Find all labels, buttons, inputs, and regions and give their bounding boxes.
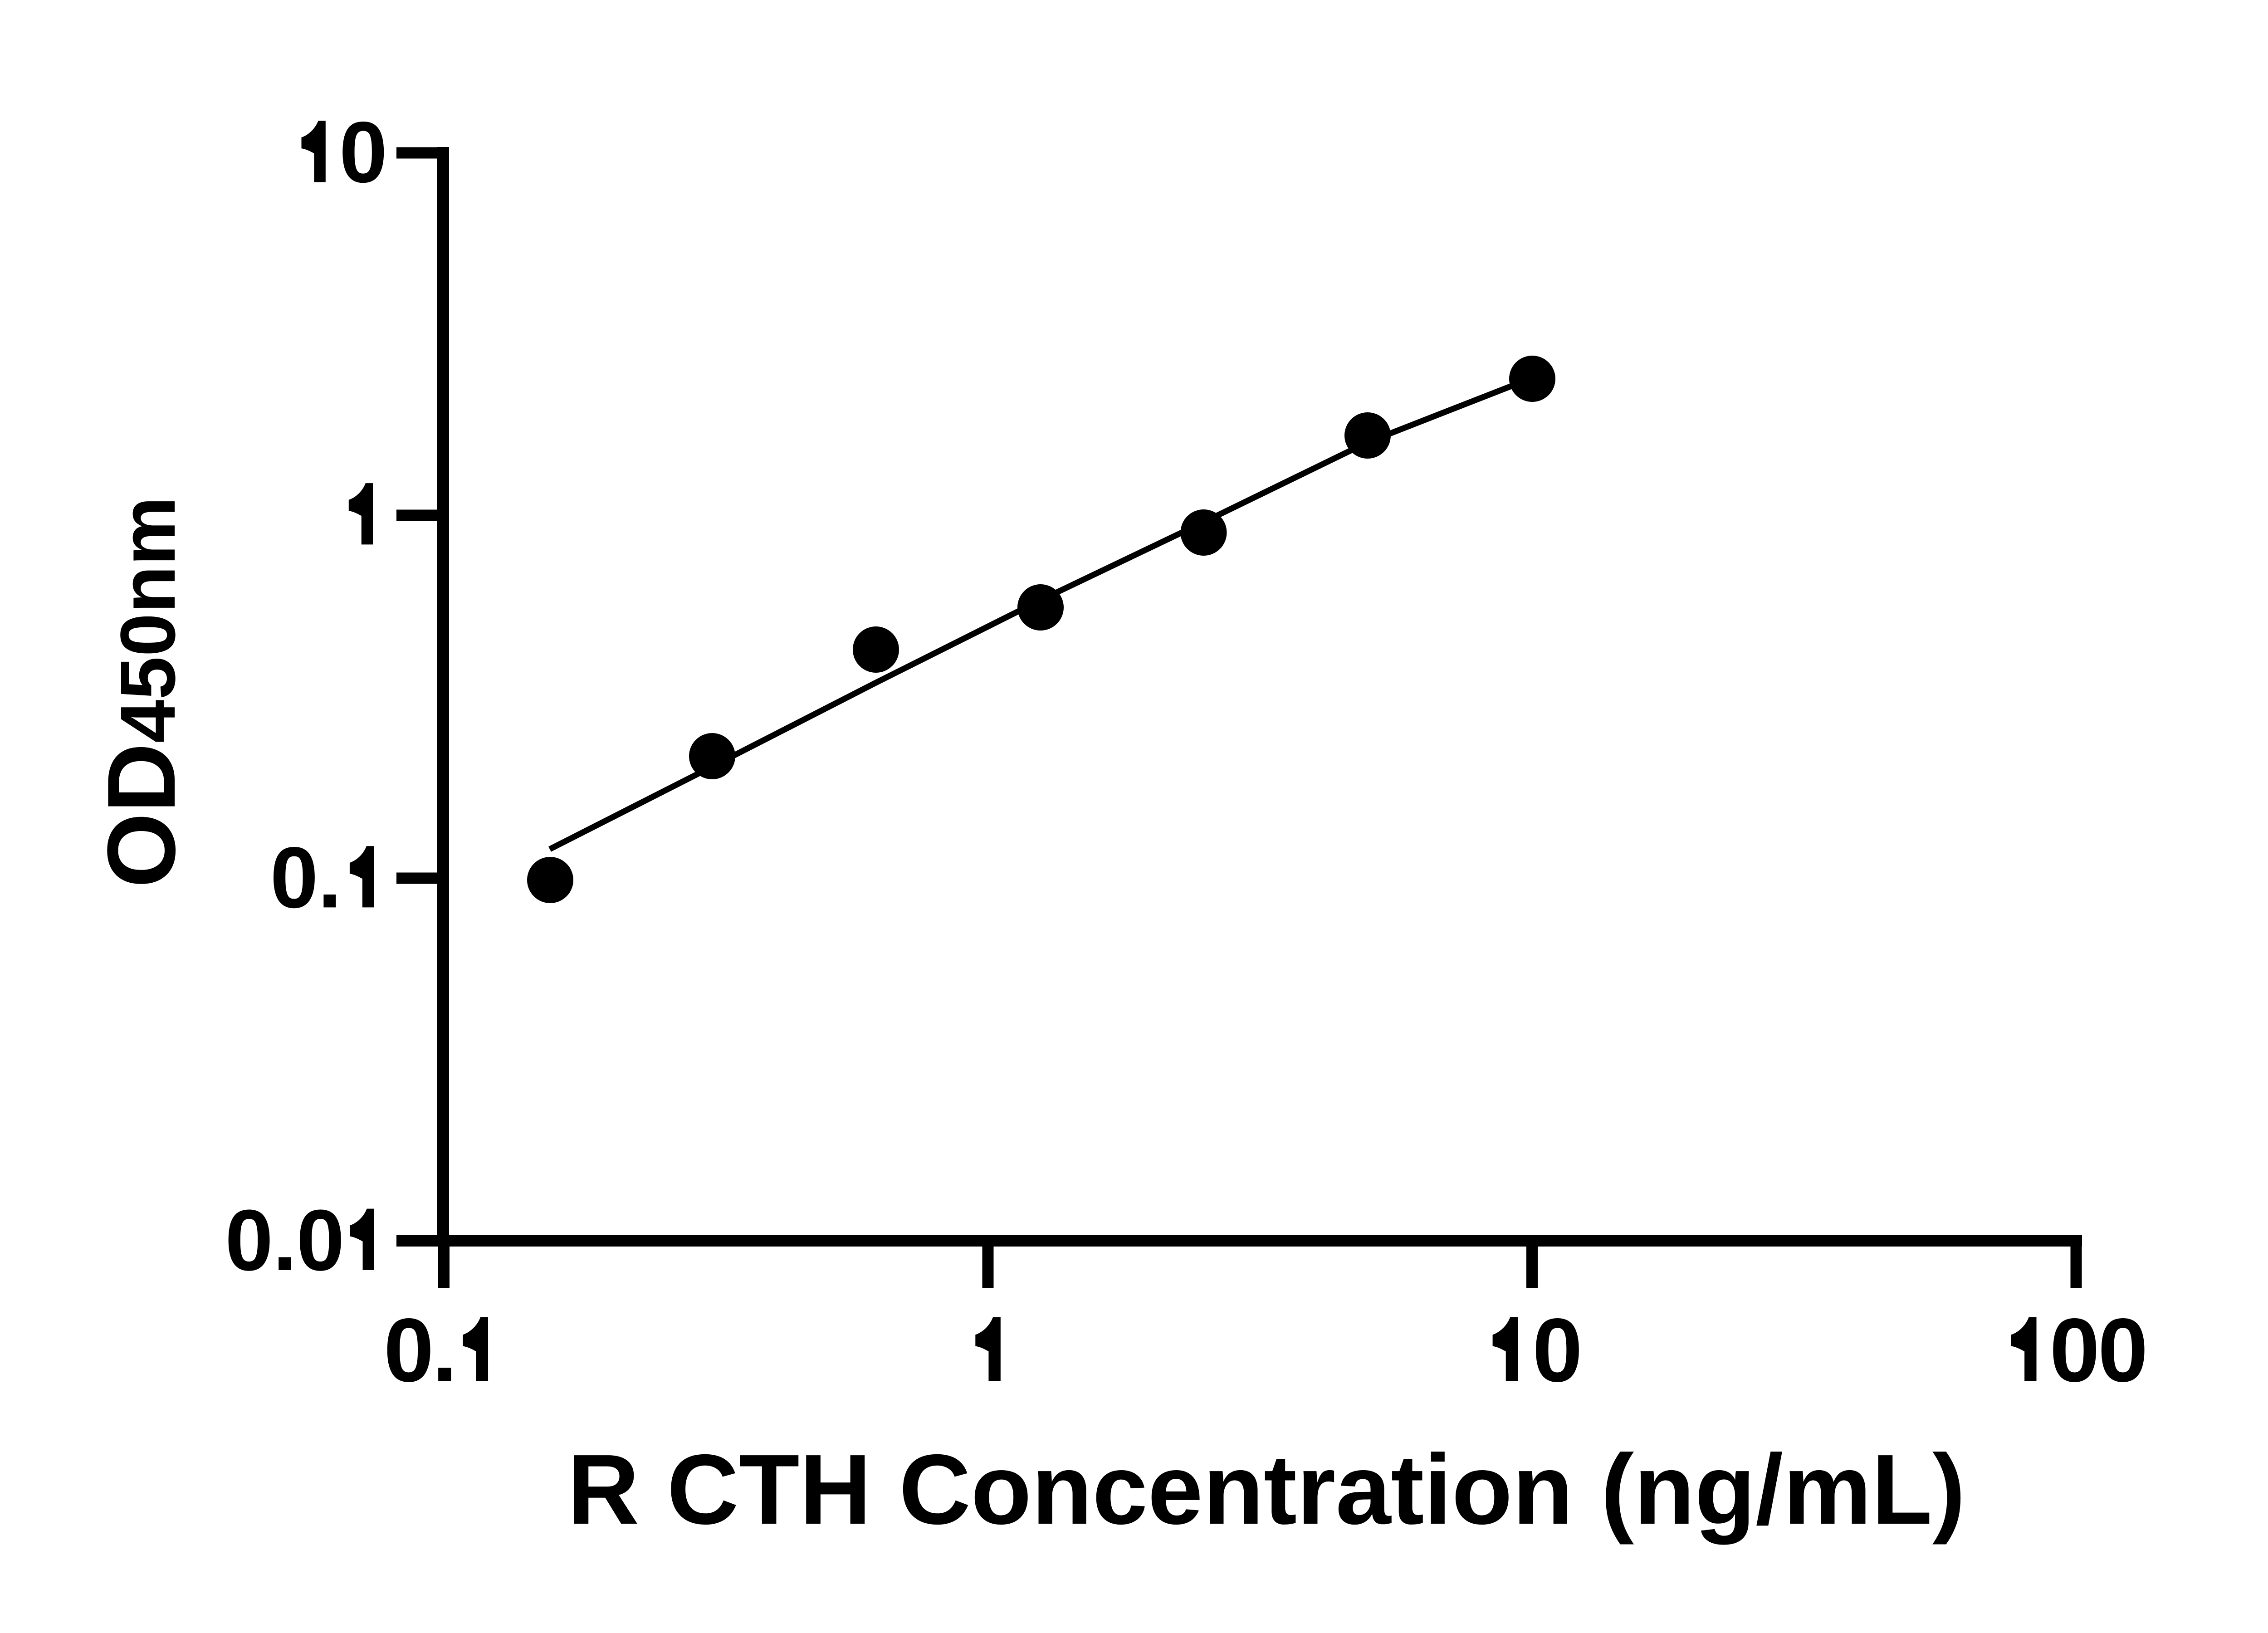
svg-text:0: 0 <box>2098 1300 2148 1401</box>
svg-text:0: 0 <box>2049 1300 2100 1401</box>
svg-text:.: . <box>318 829 342 926</box>
svg-text:0: 0 <box>270 829 318 926</box>
svg-text:.: . <box>432 1300 457 1401</box>
svg-text:0: 0 <box>296 1192 344 1289</box>
svg-text:0: 0 <box>225 1192 273 1289</box>
svg-text:R CTH Concentration (ng/mL): R CTH Concentration (ng/mL) <box>567 1434 1965 1545</box>
svg-text:.: . <box>273 1192 297 1289</box>
svg-text:0: 0 <box>339 104 387 200</box>
svg-text:OD450nm: OD450nm <box>88 497 196 888</box>
svg-text:0: 0 <box>1532 1300 1583 1401</box>
svg-text:0: 0 <box>384 1300 434 1401</box>
